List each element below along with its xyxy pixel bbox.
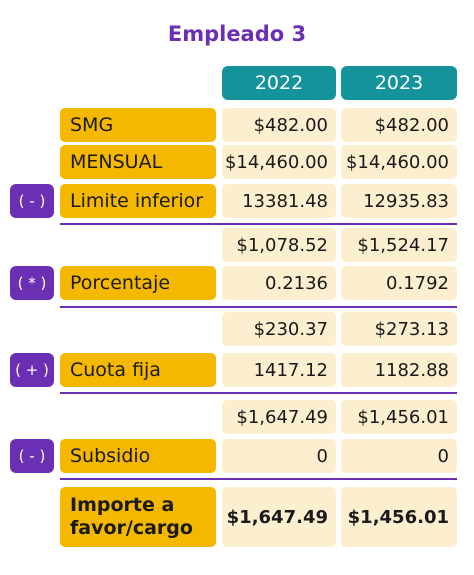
cell-importe-2023: $1,456.01 — [341, 487, 457, 547]
cell-mensual-2022: $14,460.00 — [222, 145, 336, 179]
cell-marginal-2022: $230.37 — [222, 312, 336, 346]
cell-importe-2022: $1,647.49 — [222, 487, 336, 547]
column-header-2023: 2023 — [341, 66, 457, 100]
cell-limite-2023: 12935.83 — [341, 184, 457, 218]
row-label-cuota-fija: Cuota fija — [60, 353, 216, 387]
row-label-subsidio: Subsidio — [60, 439, 216, 473]
cell-subsidio-2023: 0 — [341, 439, 457, 473]
row-label-mensual: MENSUAL — [60, 145, 216, 179]
page-title: Empleado 3 — [167, 22, 307, 46]
cell-isr-2023: $1,456.01 — [341, 400, 457, 434]
cell-limite-2022: 13381.48 — [222, 184, 336, 218]
divider-line — [60, 306, 457, 308]
cell-cuota-2022: 1417.12 — [222, 353, 336, 387]
cell-subsidio-2022: 0 — [222, 439, 336, 473]
operator-multiply: ( * ) — [10, 266, 54, 300]
cell-mensual-2023: $14,460.00 — [341, 145, 457, 179]
operator-subtract: ( - ) — [10, 184, 54, 218]
cell-porcentaje-2023: 0.1792 — [341, 266, 457, 300]
operator-subtract: ( - ) — [10, 439, 54, 473]
cell-excedente-2023: $1,524.17 — [341, 228, 457, 262]
row-label-porcentaje: Porcentaje — [60, 266, 216, 300]
cell-smg-2022: $482.00 — [222, 108, 336, 142]
divider-line — [60, 478, 457, 480]
cell-cuota-2023: 1182.88 — [341, 353, 457, 387]
row-label-importe: Importe a favor/cargo — [60, 487, 216, 547]
row-label-smg: SMG — [60, 108, 216, 142]
divider-line — [60, 223, 457, 225]
row-label-limite-inferior: Limite inferior — [60, 184, 216, 218]
cell-smg-2023: $482.00 — [341, 108, 457, 142]
divider-line — [60, 392, 457, 394]
cell-excedente-2022: $1,078.52 — [222, 228, 336, 262]
cell-porcentaje-2022: 0.2136 — [222, 266, 336, 300]
operator-add: ( + ) — [10, 353, 54, 387]
column-header-2022: 2022 — [222, 66, 336, 100]
cell-isr-2022: $1,647.49 — [222, 400, 336, 434]
cell-marginal-2023: $273.13 — [341, 312, 457, 346]
